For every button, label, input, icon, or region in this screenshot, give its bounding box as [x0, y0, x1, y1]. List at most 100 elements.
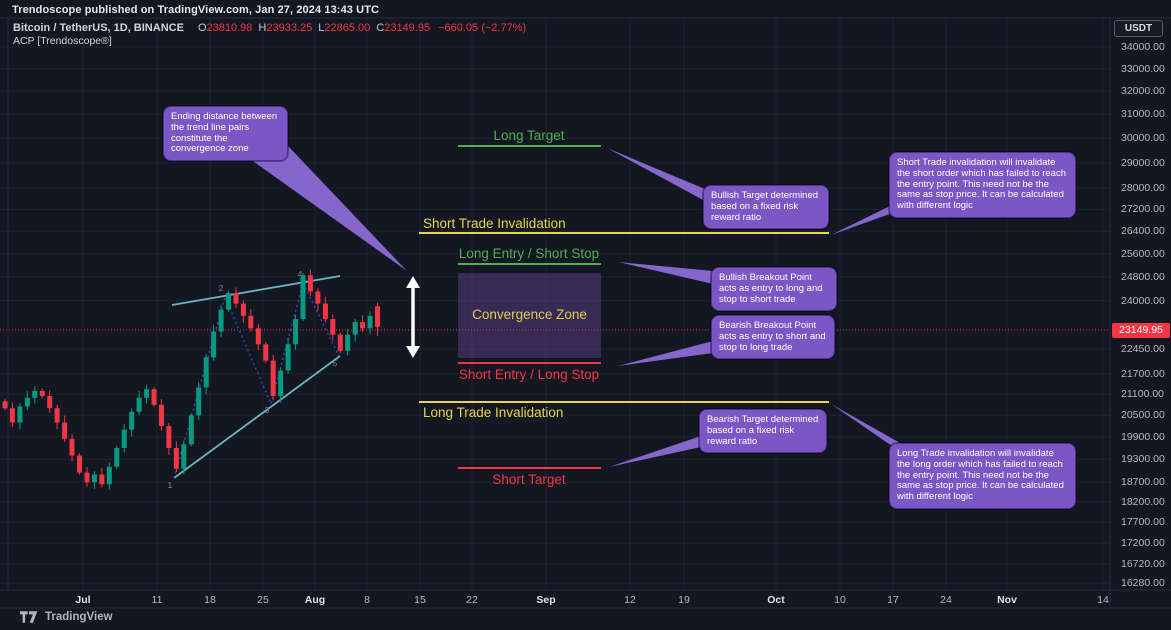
candle-body — [144, 389, 150, 398]
callout-bullish-target-note[interactable]: Bullish Target determined based on a fix… — [703, 185, 829, 230]
price-axis-tick: 18700.00 — [1121, 476, 1165, 489]
pivot-label: 3 — [265, 406, 270, 415]
candle-body — [39, 390, 45, 397]
price-axis-tick: 16720.00 — [1121, 557, 1165, 570]
convergence-zone-box[interactable] — [458, 273, 601, 358]
candle-body — [367, 315, 373, 329]
callout-bullish-breakout-note[interactable]: Bullish Breakout Point acts as entry to … — [711, 267, 837, 312]
candle-body — [159, 404, 164, 426]
candle-body — [315, 291, 321, 304]
pivot-label: 1 — [168, 481, 173, 490]
long-target-label[interactable]: Long Target — [493, 128, 565, 143]
high-label: H — [258, 22, 267, 34]
price-axis-tick: 29000.00 — [1121, 156, 1165, 169]
long-trade-invalidation-label[interactable]: Long Trade Invalidation — [423, 405, 564, 420]
open-label: O — [197, 22, 207, 34]
change-value: −660.05 (−2.77%) — [438, 22, 527, 34]
candle-body — [2, 401, 8, 409]
candle-body — [136, 397, 142, 412]
callout-long-trade-invalidation-note[interactable]: Long Trade invalidation will invalidate … — [889, 443, 1076, 509]
time-axis-tick: 14 — [1097, 594, 1109, 606]
low-value: 22865.00 — [324, 22, 371, 34]
candle-body — [360, 322, 366, 329]
candle-body — [62, 422, 68, 439]
time-axis-tick: Jul — [75, 594, 91, 606]
candle-body — [240, 303, 246, 316]
price-axis-tick: 24000.00 — [1121, 294, 1165, 307]
candle-body — [263, 344, 269, 361]
price-axis-tick: 31000.00 — [1121, 108, 1165, 121]
candle-body — [69, 438, 75, 456]
short-entry-long-stop-label[interactable]: Short Entry / Long Stop — [458, 367, 600, 382]
candle-body — [300, 275, 306, 319]
candle-body — [24, 397, 30, 407]
callout-bearish-target-note[interactable]: Bearish Target determined based on a fix… — [699, 409, 827, 454]
callout-tail — [618, 262, 713, 284]
publish-attribution: Trendoscope published on TradingView.com… — [12, 4, 380, 16]
price-axis-tick: 27200.00 — [1121, 203, 1165, 216]
price-axis-tick: 17200.00 — [1121, 537, 1165, 550]
candle-body — [322, 303, 328, 319]
time-axis-tick: Sep — [536, 594, 556, 606]
indicator-legend[interactable]: ACP [Trendoscope®] — [13, 35, 112, 47]
time-axis-tick: 8 — [364, 594, 370, 606]
time-axis-tick: Aug — [304, 594, 326, 606]
candle-body — [352, 322, 358, 335]
time-axis-tick: 24 — [940, 594, 952, 606]
convergence-zone-label[interactable]: Convergence Zone — [472, 307, 587, 322]
long-entry-short-stop-label[interactable]: Long Entry / Short Stop — [458, 246, 600, 261]
price-axis-tick: 18200.00 — [1121, 496, 1165, 508]
price-axis-tick: 30000.00 — [1121, 132, 1165, 145]
tradingview-attribution[interactable]: TradingView — [20, 611, 113, 623]
candle-body — [375, 306, 380, 327]
price-axis-tick: 26400.00 — [1121, 225, 1165, 238]
price-axis-tick: 22450.00 — [1121, 343, 1165, 356]
time-axis-tick: 22 — [466, 594, 478, 606]
symbol-title: Bitcoin / TetherUS, 1D, BINANCE — [13, 22, 184, 34]
time-axis-tick: Nov — [997, 594, 1017, 606]
callout-tail — [618, 341, 713, 366]
pattern-trendline[interactable] — [173, 355, 341, 479]
candle-body — [188, 415, 194, 445]
price-axis-tick: 17700.00 — [1121, 516, 1165, 529]
candle-body — [278, 370, 284, 397]
symbol-legend[interactable]: Bitcoin / TetherUS, 1D, BINANCE O23810.98… — [13, 22, 526, 34]
price-axis-tick: 32000.00 — [1121, 85, 1165, 98]
short-trade-invalidation-label[interactable]: Short Trade Invalidation — [423, 216, 566, 231]
price-axis-tick: 21700.00 — [1121, 367, 1165, 380]
price-axis-tick: 16280.00 — [1121, 577, 1165, 590]
zigzag-line — [173, 281, 340, 479]
measure-arrow-head-up — [406, 276, 420, 288]
candle-body — [32, 390, 38, 398]
callout-tail — [609, 436, 701, 467]
tradingview-brand-text: TradingView — [45, 611, 113, 623]
price-axis-tick: 21100.00 — [1121, 388, 1165, 401]
time-axis-tick: 12 — [624, 594, 636, 606]
price-axis-tick: 19900.00 — [1121, 430, 1165, 443]
candle-body — [121, 429, 127, 448]
low-label: L — [318, 22, 325, 34]
callout-tail — [831, 404, 909, 448]
candle-body — [166, 426, 172, 449]
candle-body — [181, 444, 187, 469]
callout-convergence-zone-note[interactable]: Ending distance between the trend line p… — [163, 106, 288, 162]
time-axis-tick: 19 — [678, 594, 690, 606]
candle-body — [47, 396, 53, 409]
candle-body — [54, 408, 60, 423]
candle-body — [255, 328, 261, 345]
currency-toggle-button[interactable]: USDT — [1114, 20, 1163, 37]
candle-body — [248, 315, 254, 329]
callout-tail — [607, 148, 705, 201]
time-axis-tick: 17 — [887, 594, 899, 606]
price-axis-tick: 20500.00 — [1121, 409, 1165, 422]
time-axis-tick: Oct — [767, 594, 785, 606]
time-axis-tick: 15 — [414, 594, 426, 606]
high-value: 23933.25 — [266, 22, 313, 34]
short-target-label[interactable]: Short Target — [492, 472, 566, 487]
callout-short-trade-invalidation-note[interactable]: Short Trade invalidation will invalidate… — [889, 152, 1076, 218]
candle-body — [233, 293, 239, 304]
time-axis-tick: 25 — [257, 594, 269, 606]
callout-bearish-breakout-note[interactable]: Bearish Breakout Point acts as entry to … — [711, 315, 835, 360]
candle-body — [270, 360, 276, 396]
